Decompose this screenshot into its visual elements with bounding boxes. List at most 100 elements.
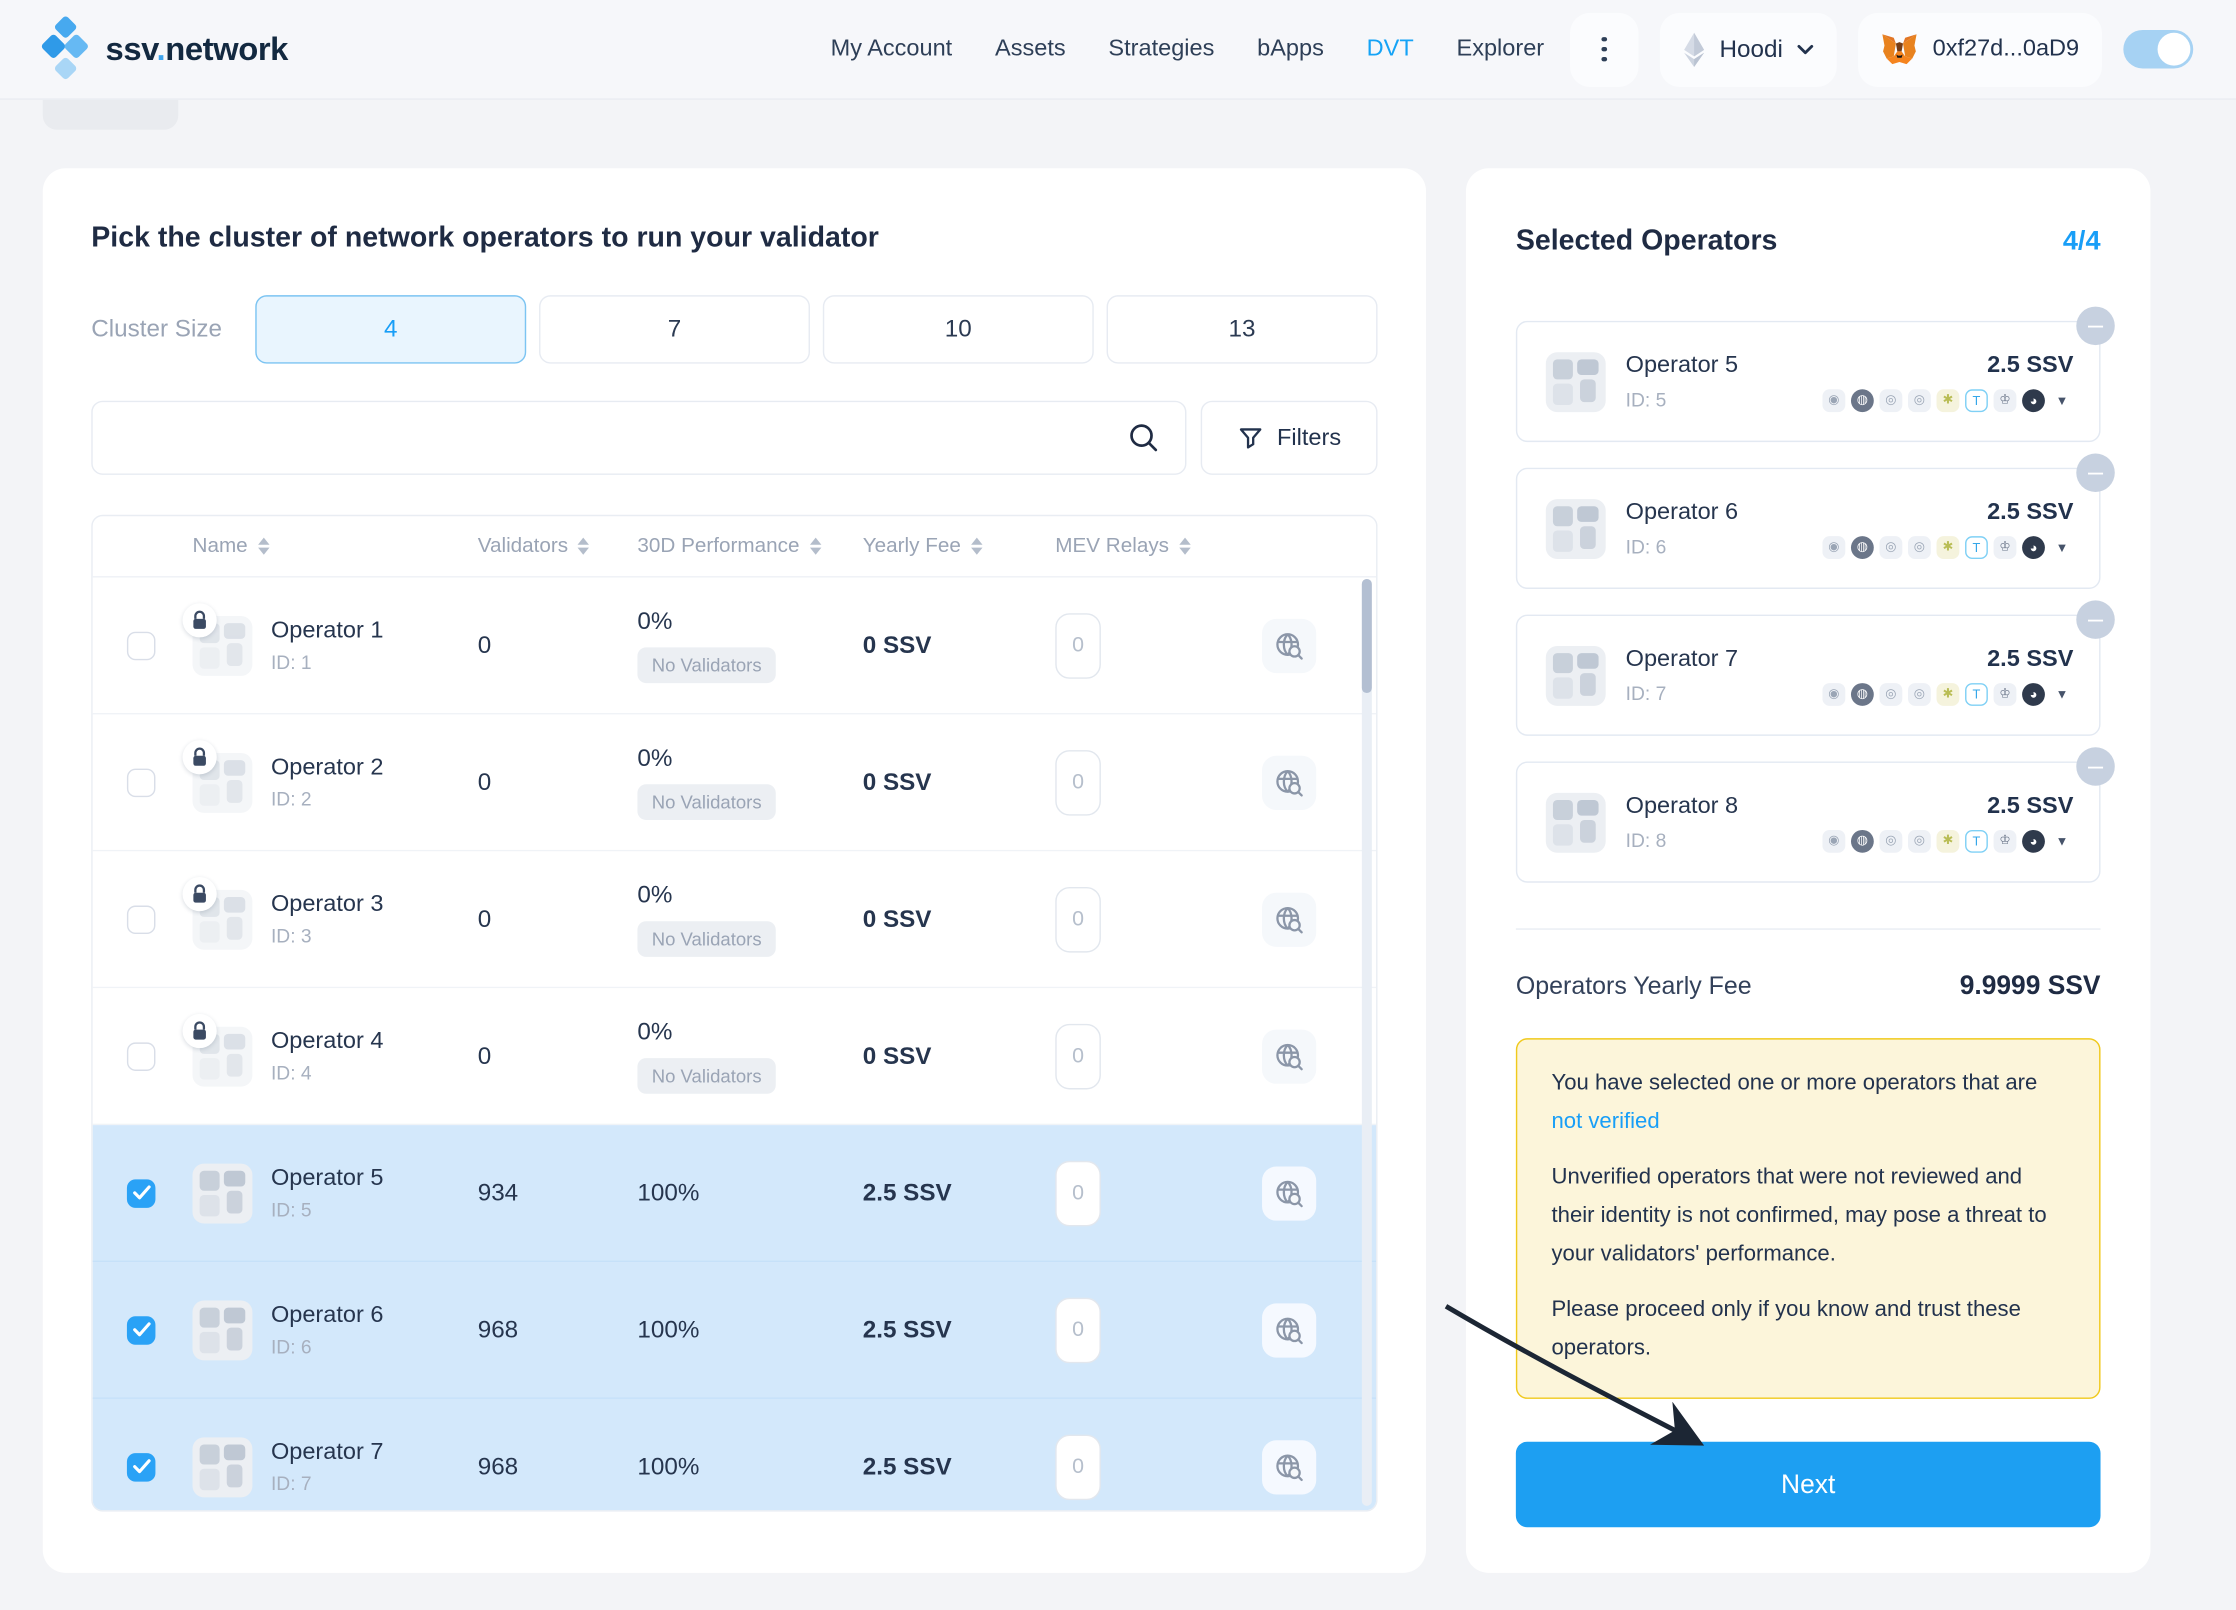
performance-value: 0% — [637, 607, 673, 635]
cluster-size-option-7[interactable]: 7 — [539, 295, 810, 364]
divider — [1515, 928, 2101, 930]
mev-relays-count: 0 — [1055, 886, 1101, 952]
row-checkbox[interactable] — [126, 1041, 156, 1071]
search-input[interactable] — [91, 400, 1187, 475]
performance-cell: 0% No Validators — [637, 881, 862, 957]
table-scrollbar-thumb[interactable] — [1361, 578, 1372, 694]
table-row[interactable]: Operator 1 ID: 1 0 0% No Validators 0 SSV… — [92, 577, 1377, 715]
column-header-yearly-fee[interactable]: Yearly Fee — [863, 535, 1056, 558]
column-header-performance[interactable]: 30D Performance — [637, 535, 862, 558]
remove-operator-button[interactable]: – — [2076, 747, 2115, 786]
remove-operator-button[interactable]: – — [2076, 600, 2115, 639]
row-checkbox[interactable] — [126, 1452, 156, 1481]
operator-id: ID: 4 — [270, 1062, 312, 1084]
operator-fee: 2.5 SSV — [1987, 351, 2074, 378]
selected-operators-panel: Selected Operators 4/4 – Operator 5 2.5 … — [1465, 168, 2151, 1573]
table-row[interactable]: Operator 2 ID: 2 0 0% No Validators 0 SSV… — [92, 714, 1377, 852]
explorer-globe-search-icon[interactable] — [1262, 1439, 1317, 1494]
table-row[interactable]: Operator 3 ID: 3 0 0% No Validators 0 SSV… — [92, 851, 1377, 989]
explorer-globe-search-icon[interactable] — [1262, 1028, 1317, 1084]
warning-text-line1: You have selected one or more operators … — [1551, 1070, 2038, 1096]
relay-5-icon: ✱ — [1936, 682, 1960, 706]
operator-id: ID: 5 — [270, 1199, 312, 1221]
relay-2-icon: ◍ — [1850, 535, 1874, 559]
relay-7-icon: ♔ — [1993, 535, 2017, 559]
operator-name-cell: Operator 7 ID: 7 — [192, 1436, 478, 1497]
theme-toggle[interactable] — [2123, 29, 2194, 69]
relay-3-icon: ◎ — [1879, 682, 1903, 706]
selected-operators-header: Selected Operators 4/4 — [1516, 225, 2101, 258]
relay-9-icon: ▼ — [2055, 392, 2069, 408]
operator-avatar — [1545, 645, 1606, 706]
row-checkbox[interactable] — [126, 1315, 156, 1345]
operator-avatar — [182, 739, 253, 813]
relay-4-icon: ◎ — [1908, 829, 1931, 853]
cluster-size-option-13[interactable]: 13 — [1106, 295, 1378, 364]
remove-operator-button[interactable]: – — [2076, 453, 2115, 492]
remove-operator-button[interactable]: – — [2076, 306, 2115, 346]
nav-item-my-account[interactable]: My Account — [830, 35, 953, 62]
row-checkbox[interactable] — [126, 631, 156, 660]
logo[interactable]: ssv.network — [40, 14, 289, 82]
search-icon — [1130, 424, 1158, 452]
yearly-fee-label: Operators Yearly Fee — [1515, 970, 1752, 999]
row-checkbox[interactable] — [126, 904, 156, 934]
unverified-warning-box: You have selected one or more operators … — [1515, 1038, 2101, 1399]
table-row[interactable]: Operator 6 ID: 6 968 100% 2.5 SSV 0 — [92, 1262, 1377, 1399]
operator-avatar — [192, 1436, 253, 1497]
table-row[interactable]: Operator 7 ID: 7 968 100% 2.5 SSV 0 — [92, 1398, 1377, 1511]
selected-operators-title: Selected Operators — [1515, 225, 1778, 257]
nav-item-strategies[interactable]: Strategies — [1108, 35, 1215, 62]
yearly-fee-cell: 0 SSV — [862, 631, 932, 659]
explorer-globe-search-icon[interactable] — [1262, 1165, 1317, 1220]
explorer-globe-search-icon[interactable] — [1262, 755, 1317, 810]
logo-text: ssv.network — [105, 29, 289, 68]
network-name: Hoodi — [1719, 34, 1783, 63]
wallet-button[interactable]: 0xf27d...0aD9 — [1858, 12, 2102, 87]
nav-item-dvt[interactable]: DVT — [1366, 35, 1414, 62]
column-header-name[interactable]: Name — [193, 535, 478, 558]
check-icon — [132, 1322, 150, 1337]
row-checkbox[interactable] — [126, 767, 156, 797]
yearly-fee-cell: 0 SSV — [862, 1041, 932, 1069]
filters-button[interactable]: Filters — [1200, 400, 1378, 475]
more-menu-button[interactable] — [1569, 12, 1639, 87]
relay-4-icon: ◎ — [1908, 388, 1931, 412]
nav-item-assets[interactable]: Assets — [995, 35, 1066, 62]
operator-name: Operator 7 — [1625, 645, 1739, 671]
operator-name: Operator 6 — [1625, 498, 1739, 525]
explorer-globe-search-icon[interactable] — [1262, 891, 1317, 947]
selected-operator-card: – Operator 6 2.5 SSV ID: 6 ◉ ◍ ◎ ◎ ✱ T ♔ ◕ ▼ — [1515, 453, 2115, 589]
operator-avatar — [192, 1162, 253, 1223]
not-verified-link[interactable]: not verified — [1551, 1108, 1660, 1134]
relay-6-icon: T — [1965, 682, 1988, 706]
yearly-fee-cell: 2.5 SSV — [862, 1178, 952, 1206]
next-button[interactable]: Next — [1515, 1441, 2101, 1527]
nav-item-explorer[interactable]: Explorer — [1456, 35, 1545, 62]
table-scrollbar-track[interactable] — [1361, 578, 1372, 1506]
lock-icon — [182, 876, 217, 911]
network-selector[interactable]: Hoodi — [1659, 12, 1838, 87]
table-row[interactable]: Operator 5 ID: 5 934 100% 2.5 SSV 0 — [92, 1125, 1377, 1263]
column-header-mev-relays[interactable]: MEV Relays — [1055, 535, 1262, 558]
relay-5-icon: ✱ — [1936, 388, 1960, 412]
nav-item-bapps[interactable]: bApps — [1257, 35, 1324, 62]
operator-id: ID: 6 — [270, 1336, 312, 1358]
cluster-size-option-10[interactable]: 10 — [822, 295, 1094, 364]
top-nav: ssv.network My Account Assets Strategies… — [0, 0, 2236, 100]
lock-icon — [182, 602, 217, 637]
no-validators-badge: No Validators — [637, 921, 776, 957]
selected-operator-cards: – Operator 5 2.5 SSV ID: 5 ◉ ◍ ◎ ◎ ✱ T ♔ ◕ ▼ – O… — [1515, 306, 2115, 883]
table-row[interactable]: Operator 4 ID: 4 0 0% No Validators 0 SSV… — [92, 988, 1377, 1126]
mev-relay-icons: ◉ ◍ ◎ ◎ ✱ T ♔ ◕ ▼ — [1822, 682, 2073, 706]
column-header-validators[interactable]: Validators — [478, 535, 638, 558]
relay-9-icon: ▼ — [2055, 686, 2069, 701]
selected-operators-count: 4/4 — [2062, 226, 2101, 256]
explorer-globe-search-icon[interactable] — [1262, 618, 1317, 673]
operator-avatar — [1545, 498, 1606, 559]
explorer-globe-search-icon[interactable] — [1262, 1302, 1317, 1357]
row-checkbox[interactable] — [126, 1178, 156, 1208]
cluster-size-option-4[interactable]: 4 — [255, 295, 527, 364]
selected-operator-card: – Operator 7 2.5 SSV ID: 7 ◉ ◍ ◎ ◎ ✱ T ♔ ◕ ▼ — [1515, 600, 2115, 736]
operator-name: Operator 3 — [270, 891, 384, 917]
